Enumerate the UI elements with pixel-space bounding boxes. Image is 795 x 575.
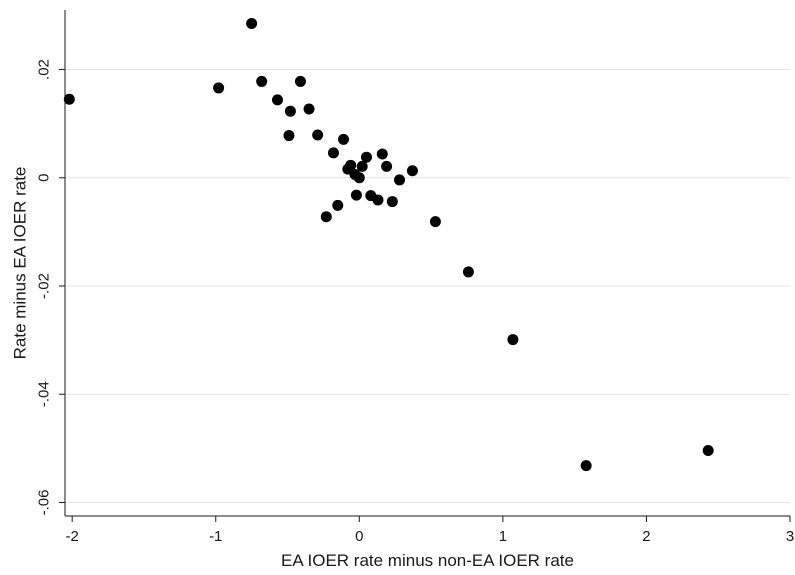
y-tick-label: -.04 <box>36 381 53 407</box>
x-tick-label: 1 <box>499 528 507 545</box>
data-point <box>429 216 441 228</box>
data-point <box>702 445 714 457</box>
x-tick-label: 2 <box>642 528 650 545</box>
y-tick-label: 0 <box>36 174 53 182</box>
x-axis-title: EA IOER rate minus non-EA IOER rate <box>281 551 574 570</box>
data-point <box>386 196 398 208</box>
data-point <box>353 172 365 184</box>
data-point <box>350 189 362 201</box>
data-point <box>345 159 357 171</box>
x-tick-label: -1 <box>209 528 222 545</box>
data-point <box>294 75 306 87</box>
x-tick-label: -2 <box>66 528 79 545</box>
data-point <box>372 194 384 206</box>
data-point <box>327 147 339 159</box>
data-point <box>246 18 258 30</box>
data-point <box>406 165 418 177</box>
data-point <box>462 266 474 278</box>
data-point <box>394 174 406 186</box>
data-point <box>376 148 388 160</box>
y-tick-label: -.06 <box>36 490 53 516</box>
data-point <box>338 133 350 145</box>
y-axis-ticks: .02 0 -.02 -.04 -.06 <box>36 59 65 516</box>
data-point <box>507 334 519 346</box>
x-tick-label: 0 <box>355 528 363 545</box>
data-point <box>312 129 324 141</box>
data-point <box>303 103 315 115</box>
data-point <box>332 199 344 211</box>
data-point <box>213 82 225 94</box>
x-tick-label: 3 <box>786 528 794 545</box>
data-points <box>63 18 714 472</box>
y-tick-label: -.02 <box>36 273 53 299</box>
data-point <box>271 94 283 106</box>
data-point <box>284 105 296 117</box>
data-point <box>63 93 75 105</box>
x-axis-ticks: -2 -1 0 1 2 3 <box>66 516 794 545</box>
data-point <box>381 160 393 172</box>
grid-lines <box>65 69 790 503</box>
data-point <box>283 130 295 142</box>
y-tick-label: .02 <box>36 59 53 80</box>
data-point <box>356 160 368 172</box>
y-axis-title: Rate minus EA IOER rate <box>11 167 30 360</box>
data-point <box>360 151 372 163</box>
data-point <box>580 460 592 472</box>
data-point <box>256 75 268 87</box>
data-point <box>320 211 332 223</box>
